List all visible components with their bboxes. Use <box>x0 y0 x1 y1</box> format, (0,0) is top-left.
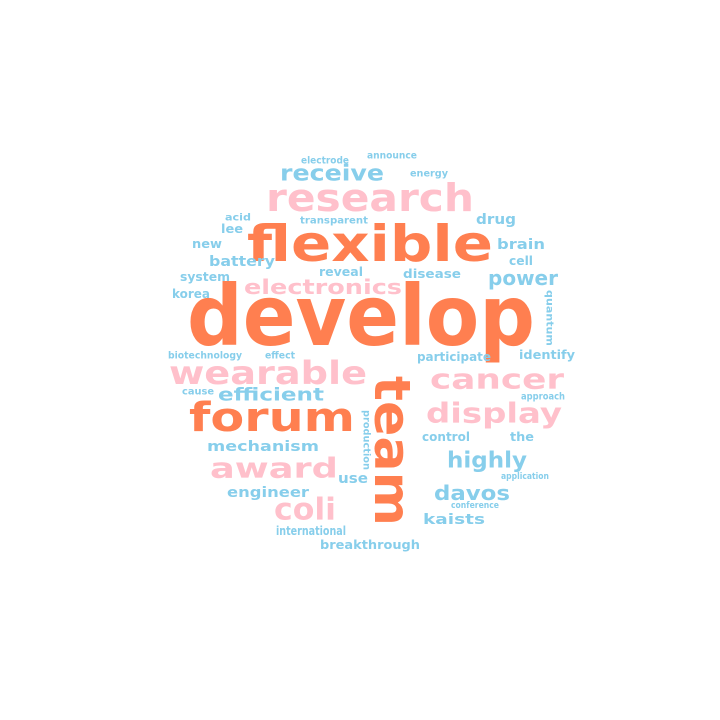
word-battery: battery <box>209 254 275 270</box>
word-engineer: engineer <box>227 485 309 501</box>
word-wearable: wearable <box>169 354 367 392</box>
word-the: the <box>510 430 534 444</box>
word-effect: effect <box>265 351 295 362</box>
word-breakthrough: breakthrough <box>320 538 420 552</box>
word-conference: conference <box>451 501 499 511</box>
word-kaists: kaists <box>423 512 485 528</box>
word-receive: receive <box>280 162 384 187</box>
word-electronics: electronics <box>244 275 402 299</box>
word-highly: highly <box>447 449 527 474</box>
word-application: application <box>501 472 549 482</box>
word-international: international <box>276 524 346 538</box>
word-forum: forum <box>189 395 355 441</box>
word-develop: develop <box>187 267 535 365</box>
word-transparent: transparent <box>300 216 368 227</box>
word-coli: coli <box>274 493 336 528</box>
word-davos: davos <box>434 481 510 505</box>
word-award: award <box>210 452 338 485</box>
word-cause: cause <box>182 387 214 398</box>
word-electrode: electrode <box>301 156 349 167</box>
word-lee: lee <box>221 222 243 236</box>
word-display: display <box>426 397 562 430</box>
word-quantum: quantum <box>544 290 555 346</box>
word-production: production <box>361 410 372 470</box>
word-reveal: reveal <box>319 265 363 279</box>
word-biotechnology: biotechnology <box>168 351 242 362</box>
word-flexible: flexible <box>247 215 493 273</box>
word-use: use <box>338 471 368 487</box>
word-system: system <box>180 270 230 284</box>
word-acid: acid <box>225 213 251 224</box>
word-cancer: cancer <box>430 363 564 396</box>
word-efficient: efficient <box>218 385 325 406</box>
word-approach: approach <box>521 392 565 403</box>
word-brain: brain <box>497 237 545 253</box>
word-drug: drug <box>476 212 516 228</box>
word-new: new <box>192 237 222 251</box>
word-disease: disease <box>403 267 461 281</box>
word-energy: energy <box>410 169 448 180</box>
word-participate: participate <box>417 350 491 364</box>
word-mechanism: mechanism <box>207 439 319 455</box>
word-team: team <box>363 376 421 526</box>
word-identify: identify <box>519 348 575 362</box>
word-power: power <box>488 266 558 290</box>
word-research: research <box>266 176 474 220</box>
word-announce: announce <box>367 151 417 162</box>
word-korea: korea <box>172 287 210 301</box>
word-cell: cell <box>509 254 533 268</box>
word-control: control <box>422 430 470 444</box>
